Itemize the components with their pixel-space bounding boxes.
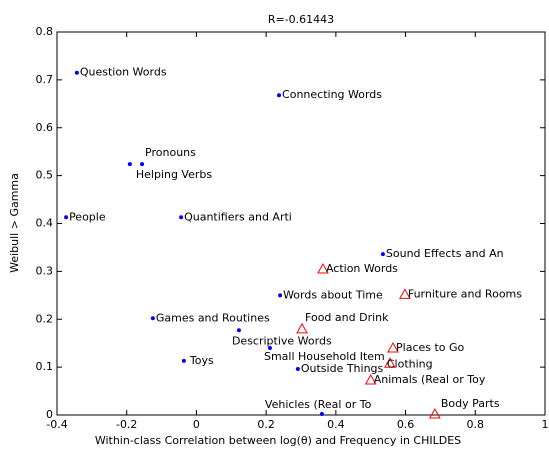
point <box>317 262 329 274</box>
point-label: Food and Drink <box>305 311 389 324</box>
point <box>295 367 300 372</box>
point-label: Games and Routines <box>156 311 270 324</box>
point <box>278 293 283 298</box>
point <box>296 322 308 334</box>
point-label: People <box>69 210 106 223</box>
point-label: Pronouns <box>145 146 196 159</box>
y-tick-label: 0.7 <box>36 73 54 86</box>
point <box>387 341 399 353</box>
y-tick-label: 0.5 <box>36 169 54 182</box>
point-label: Question Words <box>80 66 167 79</box>
x-tick-label: 0.6 <box>397 418 415 431</box>
point-label: Outside Things <box>301 362 384 375</box>
point <box>384 357 396 368</box>
point <box>399 288 411 299</box>
point-label: Quantifiers and Arti <box>184 210 292 223</box>
point-label: Action Words <box>326 262 398 275</box>
x-tick-label: 0.2 <box>257 418 275 431</box>
x-tick-label: 1 <box>542 418 549 431</box>
point-label: Connecting Words <box>282 88 382 101</box>
chart-title: R=-0.61443 <box>268 13 334 26</box>
y-tick-label: 0 <box>46 408 53 421</box>
y-tick-label: 0.1 <box>36 360 54 373</box>
point-label: Furniture and Rooms <box>408 287 522 300</box>
x-tick-label: 0 <box>193 418 200 431</box>
point <box>181 358 186 363</box>
point <box>380 252 385 257</box>
point <box>179 215 184 220</box>
point-label: Small Household Item <box>264 350 385 363</box>
point-label: Animals (Real or Toy <box>374 373 486 386</box>
point <box>267 345 272 350</box>
point-label: Helping Verbs <box>136 168 213 181</box>
point-label: Places to Go <box>396 341 465 354</box>
x-tick-label: -0.2 <box>116 418 137 431</box>
point <box>236 328 241 333</box>
point <box>319 412 324 417</box>
point <box>277 93 282 98</box>
point-label: Sound Effects and An <box>386 247 504 260</box>
y-tick-label: 0.3 <box>36 264 54 277</box>
point <box>140 162 145 167</box>
y-tick-label: 0.2 <box>36 312 54 325</box>
point <box>64 215 69 220</box>
point-label: Clothing <box>387 357 433 370</box>
point <box>74 70 79 75</box>
y-axis-label: Weibull > Gamma <box>8 173 21 273</box>
y-tick-label: 0.8 <box>36 25 54 38</box>
point-label: Body Parts <box>441 397 500 410</box>
x-tick-label: 0.4 <box>327 418 345 431</box>
point <box>429 408 441 419</box>
point <box>364 374 377 385</box>
y-tick-label: 0.4 <box>36 217 54 230</box>
x-axis-label: Within-class Correlation between log(θ) … <box>95 434 461 447</box>
point-label: Words about Time <box>283 288 383 301</box>
point <box>150 316 155 321</box>
x-tick-label: 0.8 <box>467 418 485 431</box>
point-label: Descriptive Words <box>232 334 332 347</box>
x-tick-label: -0.4 <box>46 418 67 431</box>
point-label: Vehicles (Real or To <box>265 398 372 411</box>
point-label: Toys <box>189 354 214 367</box>
y-tick-label: 0.6 <box>36 121 54 134</box>
point <box>127 162 132 167</box>
